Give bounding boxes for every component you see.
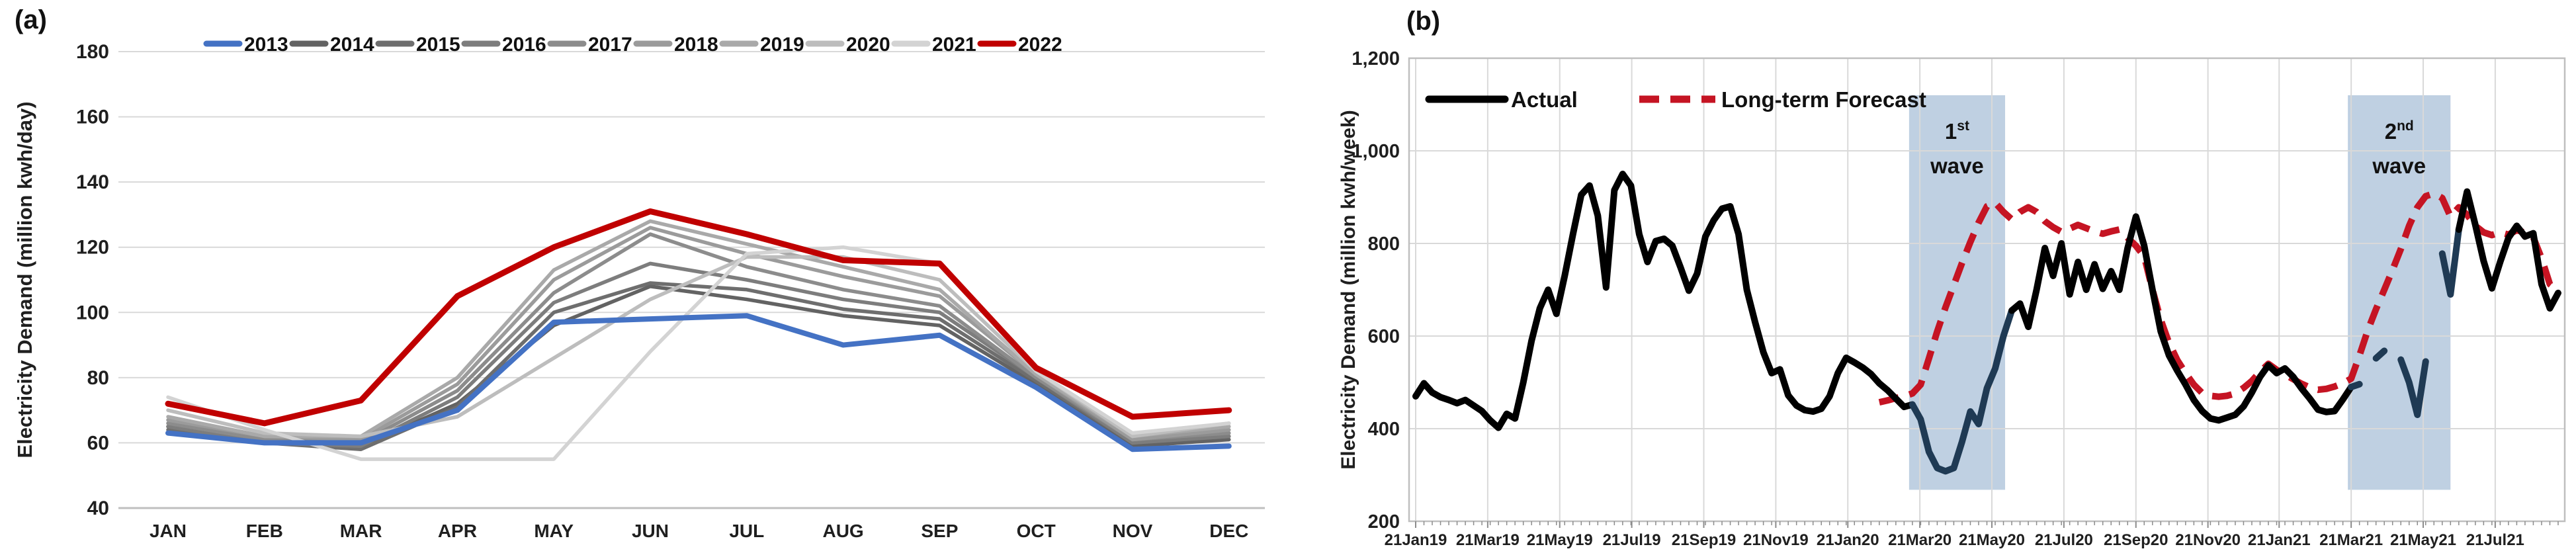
x-tick-label: SEP (921, 521, 958, 541)
legend-label-2020: 2020 (846, 34, 890, 56)
actual-line-segment (2348, 380, 2363, 390)
y-tick-label: 200 (1368, 511, 1400, 533)
y-tick-label: 160 (76, 107, 109, 128)
x-axis-a: JAN FEB MAR APR MAY JUN JUL AUG SEP OCT NOV DEC (150, 521, 1248, 541)
actual-line-segment (2008, 213, 2355, 424)
x-axis-b: 21Jan19 21Mar19 21May19 21Jul19 21Sep19 21Nov… (1385, 521, 2559, 549)
legend-label-2019: 2019 (760, 34, 804, 56)
series-forecast (1878, 190, 2561, 406)
panel-a-tag: (a) (15, 5, 47, 34)
legend-b: Actual Long-term Forecast (1425, 87, 1926, 112)
x-tick-label: 21Jan21 (2248, 531, 2311, 549)
y-tick-label: 600 (1368, 326, 1400, 347)
wave-label-superscript: st (1957, 118, 1969, 134)
series-line-2016 (166, 261, 1231, 449)
y-tick-label: 1,000 (1352, 141, 1400, 162)
x-tick-label: DEC (1209, 521, 1248, 541)
y-tick-label: 800 (1368, 234, 1400, 255)
x-tick-label: FEB (246, 521, 283, 541)
series-line-2022 (165, 208, 1232, 427)
legend-a: 2013 2014 2015 2016 2017 2018 2019 2020 2021 2022 (203, 34, 1062, 56)
x-tick-label: 21Mar21 (2319, 531, 2383, 549)
y-tick-label: 120 (76, 237, 109, 259)
x-tick-label: NOV (1113, 521, 1153, 541)
wave-band-2 (2348, 95, 2451, 490)
series-line-2021 (166, 245, 1231, 461)
x-tick-label: 21Mar19 (1456, 531, 1520, 549)
legend-label-actual: Actual (1511, 87, 1578, 112)
panel-b: (b) 200 400 600 800 1,000 1,200 21Jan19 21Mar19… (1330, 0, 2576, 557)
actual-line-segment (1909, 307, 2016, 475)
x-tick-label: 21Jul20 (2035, 531, 2093, 549)
x-tick-label: 21May20 (1959, 531, 2025, 549)
legend-label-2022: 2022 (1018, 34, 1062, 56)
x-tick-label: 21May21 (2390, 531, 2456, 549)
x-tick-label: AUG (822, 521, 863, 541)
y-tick-label: 40 (87, 497, 109, 519)
x-tick-label: MAR (340, 521, 382, 541)
legend-label-2015: 2015 (416, 34, 460, 56)
x-tick-label: MAY (534, 521, 574, 541)
chart-b-canvas: 200 400 600 800 1,000 1,200 21Jan19 21Mar19 21Ma… (1338, 48, 2566, 549)
legend-label-2013: 2013 (244, 34, 288, 56)
legend-label-2021: 2021 (932, 34, 976, 56)
x-tick-label: 21Jan19 (1385, 531, 1447, 549)
legend-label-forecast: Long-term Forecast (1721, 87, 1926, 112)
legend-label-2014: 2014 (330, 34, 374, 56)
wave-2-label-word: wave (2372, 153, 2426, 178)
x-tick-label: 21Sep19 (1672, 531, 1736, 549)
legend-label-2018: 2018 (674, 34, 718, 56)
panel-b-tag: (b) (1406, 7, 1441, 36)
series-a (165, 208, 1232, 461)
y-axis-title: Electricity Demand (million kwh/week) (1338, 110, 1359, 470)
y-tick-label: 1,200 (1352, 48, 1400, 69)
actual-line-segment (2455, 188, 2561, 312)
wave-label-superscript: nd (2397, 118, 2414, 134)
legend-label-2017: 2017 (588, 34, 632, 56)
series-line-2015 (166, 281, 1231, 452)
actual-line-segment (2372, 347, 2388, 362)
series-line-2013 (165, 313, 1232, 452)
x-tick-label: 21Nov19 (1743, 531, 1809, 549)
x-tick-label: 21Jan20 (1817, 531, 1879, 549)
series-actual (1412, 171, 2561, 475)
actual-line-segment (2397, 356, 2429, 418)
y-tick-label: 400 (1368, 419, 1400, 440)
x-tick-label: 21Jul21 (2466, 531, 2524, 549)
x-tick-label: 21Sep20 (2104, 531, 2168, 549)
y-axis-title: Electricity Demand (million kwh/day) (13, 101, 36, 458)
y-tick-label: 100 (76, 302, 109, 323)
legend-label-2016: 2016 (502, 34, 546, 56)
forecast-line (1878, 190, 2561, 406)
y-tick-label: 140 (76, 171, 109, 193)
panel-a: (a) 40 60 80 100 120 140 160 180 JAN FEB MAR APR MAY… (13, 5, 1265, 541)
wave-1-label-word: wave (1930, 153, 1984, 178)
x-tick-label: 21May19 (1527, 531, 1593, 549)
series-line-2014 (166, 284, 1231, 449)
x-tick-label: 21Nov20 (2175, 531, 2241, 549)
y-tick-label: 80 (87, 367, 109, 389)
x-tick-label: 21Mar20 (1888, 531, 1952, 549)
x-tick-label: JAN (150, 521, 187, 541)
y-tick-label: 60 (87, 432, 109, 454)
x-tick-label: OCT (1017, 521, 1056, 541)
x-tick-label: APR (438, 521, 477, 541)
actual-line-segment (1412, 171, 1916, 431)
x-tick-label: JUL (729, 521, 764, 541)
x-tick-label: 21Jul19 (1603, 531, 1661, 549)
actual-line-segment (2438, 226, 2462, 298)
y-tick-label: 180 (76, 41, 109, 63)
wave-bands (1909, 95, 2451, 490)
x-tick-label: JUN (632, 521, 669, 541)
